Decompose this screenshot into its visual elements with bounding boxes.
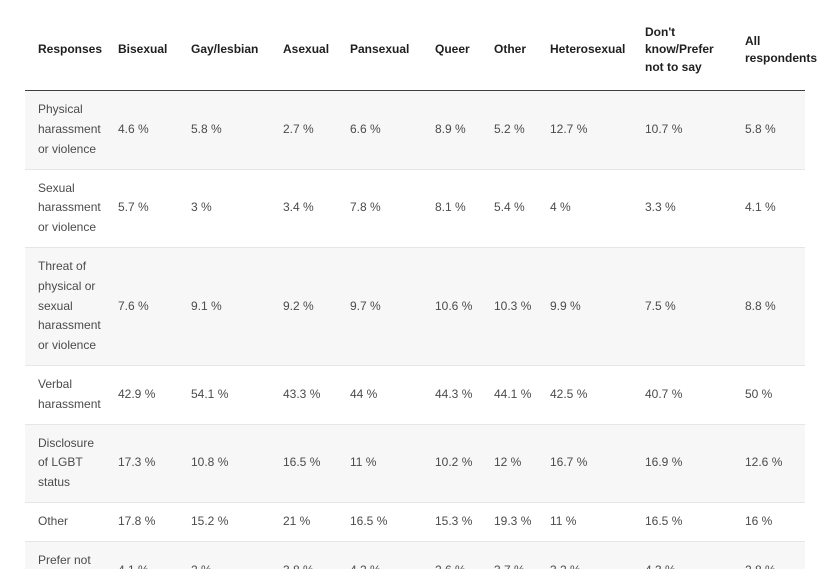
cell-value: 12.6 % [745,455,783,470]
cell-value: 4.1 % [105,541,178,569]
column-header: Queer [435,42,470,57]
cell-value: 16.9 % [645,455,683,470]
cell-value: 12.7 % [550,121,588,136]
table-header-row: Responses Bisexual Gay/lesbian Asexual Panse… [25,0,818,91]
cell-value: 50 % [745,386,773,401]
cell-value: 44.3 % [435,386,473,401]
column-header: Asexual [283,42,330,57]
cell-value: 5.7 % [118,200,149,215]
table-row: Prefer not to say 4.1 %2 %3.8 %4.2 %2.6 %… [25,541,805,569]
cell-value: 2.7 % [283,121,314,136]
row-label: Threat of physical or sexual harassment … [38,258,101,353]
column-header: Heterosexual [550,42,626,57]
cell-value: 9.7 % [350,298,381,313]
table-row: Sexual harassment or violence 5.7 % 3 % 3.4… [25,169,805,248]
column-header: Responses [38,42,103,57]
cell-value: 3.3 % [645,200,676,215]
cell-value: 4.1 % [745,200,776,215]
cell-value: 3.2 % [537,541,632,569]
column-header: Other [494,42,527,57]
cell-value: 54.1 % [191,386,229,401]
results-table: Responses Bisexual Gay/lesbian Asexual Panse… [25,0,818,569]
cell-value: 15.2 % [191,513,229,528]
cell-value: 17.3 % [118,455,156,470]
cell-value: 3 % [191,200,212,215]
table-body: Physical harassment or violence 4.6 % 5.8 … [25,90,805,569]
cell-value: 15.3 % [435,513,473,528]
cell-value: 16 % [745,513,773,528]
cell-value: 9.2 % [283,298,314,313]
cell-value: 5.4 % [494,200,525,215]
cell-value: 10.2 % [435,455,473,470]
cell-value: 4 % [550,200,571,215]
table-row: Other 17.8 % 15.2 % 21 % 16.5 % 15.3 % 19.3 % 1… [25,502,805,542]
cell-value: 21 % [283,513,311,528]
cell-value: 3.8 % [270,541,337,569]
row-label: Sexual harassment or violence [38,180,101,235]
cell-value: 16.7 % [550,455,588,470]
column-header: Bisexual [118,42,168,57]
cell-value: 10.3 % [494,298,532,313]
row-label: Prefer not to say [38,552,91,567]
table-row: Physical harassment or violence 4.6 % 5.8 … [25,90,805,170]
cell-value: 2 % [178,541,270,569]
cell-value: 19.3 % [494,513,532,528]
cell-value: 7.5 % [645,298,676,313]
cell-value: 11 % [350,455,377,470]
column-header: Gay/lesbian [191,42,259,57]
cell-value: 3.4 % [283,200,314,215]
table-header: Responses Bisexual Gay/lesbian Asexual Panse… [25,0,818,91]
row-label: Disclosure of LGBT status [38,435,95,490]
row-label: Other [38,513,69,528]
row-label: Physical harassment or violence [38,102,101,156]
row-label: Verbal harassment [38,376,101,411]
cell-value: 8.8 % [745,298,776,313]
cell-value: 17.8 % [118,513,156,528]
column-header: Pansexual [350,42,410,57]
cell-value: 16.5 % [283,455,321,470]
column-header: Don't know/Prefer not to say [645,25,714,74]
table-row: Disclosure of LGBT status 17.3 % 10.8 % 16.… [25,424,805,503]
cell-value: 8.9 % [435,121,466,136]
cell-value: 16.5 % [645,513,683,528]
cell-value: 10.7 % [645,121,683,136]
cell-value: 5.8 % [191,121,222,136]
cell-value: 42.5 % [550,386,588,401]
cell-value: 11 % [550,513,577,528]
cell-value: 42.9 % [118,386,156,401]
cell-value: 3.7 % [481,541,537,569]
cell-value: 9.1 % [191,298,222,313]
cell-value: 40.7 % [645,386,683,401]
cell-value: 7.8 % [350,200,381,215]
cell-value: 4.6 % [118,121,149,136]
cell-value: 10.8 % [191,455,229,470]
cell-value: 7.6 % [118,298,149,313]
cell-value: 43.3 % [283,386,321,401]
cell-value: 10.6 % [435,298,473,313]
cell-value: 44 % [350,386,378,401]
cell-value: 9.9 % [550,298,581,313]
cell-value: 12 % [494,455,522,470]
cell-value: 5.8 % [745,121,776,136]
cell-value: 44.1 % [494,386,532,401]
cell-value: 2.6 % [422,541,481,569]
column-header: All respondents [745,33,818,66]
table-row: Threat of physical or sexual harassment … [25,247,805,366]
table-row: Verbal harassment 42.9 % 54.1 % 43.3 % 44 % 4… [25,365,805,425]
cell-value: 2.8 % [732,541,805,569]
cell-value: 6.6 % [350,121,381,136]
cell-value: 5.2 % [494,121,525,136]
cell-value: 16.5 % [350,513,388,528]
cell-value: 4.2 % [337,541,422,569]
cell-value: 4.3 % [632,541,732,569]
cell-value: 8.1 % [435,200,466,215]
